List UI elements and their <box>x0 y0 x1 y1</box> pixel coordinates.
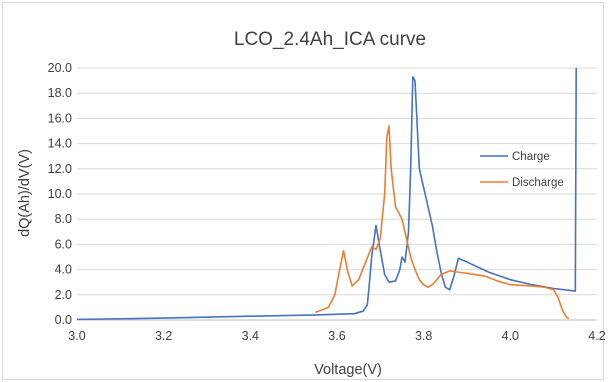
x-tick-label: 3.2 <box>155 329 172 343</box>
x-axis-label: Voltage(V) <box>314 362 382 378</box>
x-tick-label: 4.0 <box>502 329 519 343</box>
chart-title: LCO_2.4Ah_ICA curve <box>234 29 426 50</box>
y-tick-label: 12.0 <box>48 162 72 176</box>
series-layer <box>76 67 577 321</box>
y-tick-labels: 0.0 2.0 4.0 6.0 8.0 10.0 12.0 14.0 16.0 18.0 20.0 <box>48 61 72 327</box>
y-tick-label: 8.0 <box>55 212 72 226</box>
x-tick-label: 3.6 <box>328 329 345 343</box>
y-tick-label: 4.0 <box>55 263 72 277</box>
x-tick-label: 4.2 <box>588 329 605 343</box>
grid-layer <box>77 67 597 321</box>
legend-label-charge: Charge <box>512 151 550 163</box>
y-tick-label: 16.0 <box>48 111 72 125</box>
y-tick-label: 18.0 <box>48 86 72 100</box>
y-tick-label: 20.0 <box>48 61 72 75</box>
x-tick-labels: 3.0 3.2 3.4 3.6 3.8 4.0 4.2 <box>68 329 605 343</box>
y-tick-label: 14.0 <box>48 137 72 151</box>
legend: Charge Discharge <box>480 151 564 189</box>
series-line-charge <box>76 67 577 321</box>
y-tick-label: 10.0 <box>48 187 72 201</box>
x-tick-label: 3.8 <box>415 329 432 343</box>
series-line-discharge <box>315 125 570 320</box>
y-tick-label: 6.0 <box>55 237 72 251</box>
y-axis-label: dQ(Ah)/dV(V) <box>17 149 33 237</box>
x-tick-label: 3.4 <box>242 329 259 343</box>
legend-label-discharge: Discharge <box>512 177 564 189</box>
y-tick-label: 2.0 <box>55 288 72 302</box>
y-tick-label: 0.0 <box>55 313 72 327</box>
x-tick-label: 3.0 <box>68 329 85 343</box>
chart-frame <box>2 2 604 380</box>
